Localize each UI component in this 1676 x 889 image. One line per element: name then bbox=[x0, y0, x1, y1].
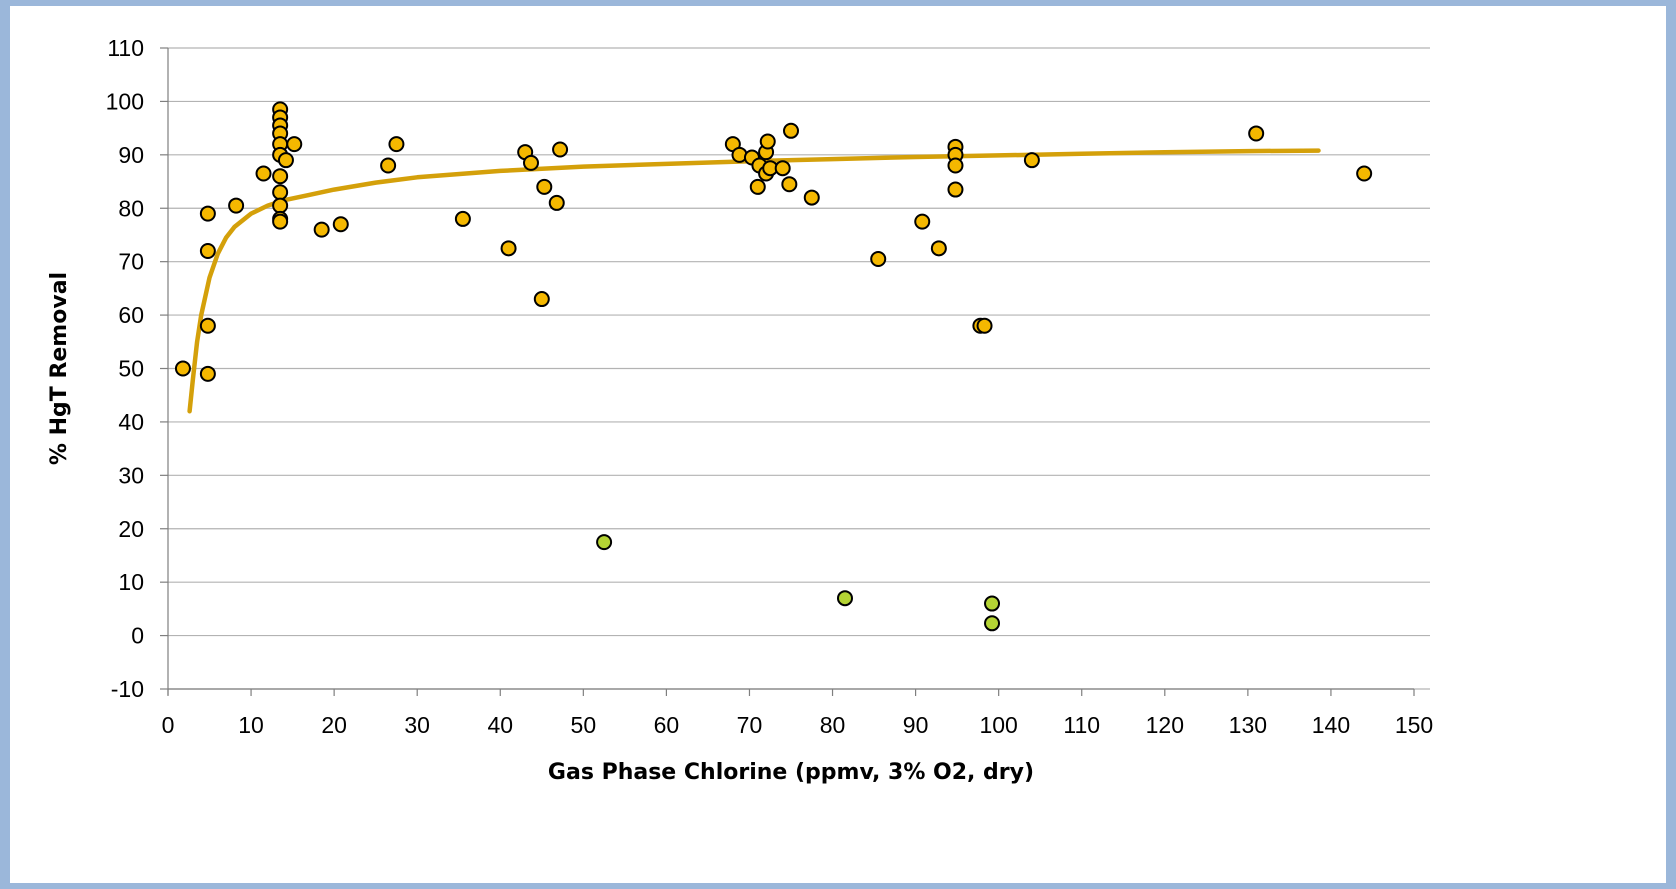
y-tick-label: 20 bbox=[118, 516, 144, 542]
x-tick-label: 100 bbox=[979, 712, 1017, 738]
data-point bbox=[1023, 152, 1040, 169]
y-axis-title: % HgT Removal bbox=[47, 272, 72, 465]
scatter-chart: -10 0 10 20 30 40 50 60 70 80 90 100 110 0 10 20 30 40 50… bbox=[47, 35, 1434, 785]
x-tick-label: 60 bbox=[654, 712, 680, 738]
trendline bbox=[187, 148, 1321, 414]
y-tick-label: 100 bbox=[106, 88, 144, 114]
data-point bbox=[533, 291, 550, 308]
data-point bbox=[199, 242, 216, 259]
x-tick-label: 10 bbox=[238, 712, 264, 738]
data-point bbox=[199, 365, 216, 382]
data-point bbox=[552, 141, 569, 158]
y-tick-label: 110 bbox=[107, 35, 144, 61]
data-point bbox=[272, 197, 289, 214]
data-point bbox=[596, 534, 613, 551]
data-point bbox=[228, 197, 245, 214]
trendline-curve bbox=[187, 148, 1321, 414]
data-points bbox=[174, 101, 1373, 632]
y-tick-label: 80 bbox=[118, 195, 144, 221]
data-point bbox=[749, 178, 766, 195]
x-tick-label: 150 bbox=[1395, 712, 1433, 738]
x-tick-label: 40 bbox=[487, 712, 513, 738]
y-tick-label: -10 bbox=[111, 676, 144, 702]
data-point bbox=[947, 181, 964, 198]
data-point bbox=[277, 152, 294, 169]
x-axis-title: Gas Phase Chlorine (ppmv, 3% O2, dry) bbox=[548, 760, 1034, 785]
y-tick-label: 70 bbox=[118, 249, 144, 275]
data-point bbox=[914, 213, 931, 230]
data-point bbox=[500, 240, 517, 257]
data-point bbox=[759, 133, 776, 150]
y-tick-label: 40 bbox=[118, 409, 144, 435]
data-point bbox=[783, 122, 799, 139]
y-tick-label: 90 bbox=[118, 142, 144, 168]
data-point bbox=[870, 250, 887, 267]
data-point bbox=[286, 136, 303, 153]
y-tick-label: 50 bbox=[118, 356, 144, 382]
chart-frame: -10 0 10 20 30 40 50 60 70 80 90 100 110 0 10 20 30 40 50… bbox=[10, 6, 1666, 883]
y-tick-label: 30 bbox=[118, 462, 144, 488]
data-point bbox=[1356, 165, 1373, 182]
x-tick-label: 70 bbox=[737, 712, 763, 738]
data-point bbox=[199, 205, 216, 222]
x-tick-label: 0 bbox=[162, 712, 175, 738]
x-tick-labels: 0 10 20 30 40 50 60 70 80 90 100 110 120 130 140 150 bbox=[162, 712, 1434, 738]
data-point bbox=[548, 194, 565, 211]
data-point bbox=[380, 157, 397, 174]
x-tick-label: 50 bbox=[571, 712, 597, 738]
data-point bbox=[536, 178, 553, 195]
axes bbox=[160, 47, 1415, 696]
y-tick-label: 0 bbox=[131, 623, 144, 649]
x-tick-label: 130 bbox=[1229, 712, 1267, 738]
y-tick-labels: -10 0 10 20 30 40 50 60 70 80 90 100 110 bbox=[106, 35, 144, 702]
data-point bbox=[984, 615, 1001, 632]
data-point bbox=[174, 360, 191, 377]
data-point bbox=[803, 189, 820, 206]
x-tick-label: 110 bbox=[1063, 712, 1100, 738]
data-point bbox=[255, 165, 272, 182]
x-tick-label: 80 bbox=[820, 712, 846, 738]
data-point bbox=[388, 136, 405, 153]
data-point bbox=[313, 221, 330, 238]
data-point bbox=[1248, 125, 1265, 142]
data-point bbox=[947, 157, 964, 174]
data-point bbox=[272, 213, 289, 230]
x-tick-label: 30 bbox=[404, 712, 430, 738]
data-point bbox=[976, 317, 993, 334]
y-tick-label: 10 bbox=[118, 569, 144, 595]
data-point bbox=[774, 160, 791, 177]
data-point bbox=[523, 154, 540, 171]
y-tick-label: 60 bbox=[118, 302, 144, 328]
gridlines bbox=[168, 47, 1430, 690]
data-point bbox=[272, 184, 289, 201]
data-point bbox=[984, 595, 1001, 612]
data-point bbox=[272, 168, 289, 185]
data-point bbox=[930, 240, 947, 257]
data-point bbox=[836, 590, 853, 607]
x-tick-label: 20 bbox=[321, 712, 347, 738]
x-tick-label: 120 bbox=[1146, 712, 1184, 738]
data-point bbox=[454, 210, 471, 227]
x-tick-label: 140 bbox=[1312, 712, 1350, 738]
data-point bbox=[781, 176, 798, 193]
data-point bbox=[332, 216, 349, 233]
x-tick-label: 90 bbox=[903, 712, 929, 738]
data-point bbox=[199, 317, 216, 334]
